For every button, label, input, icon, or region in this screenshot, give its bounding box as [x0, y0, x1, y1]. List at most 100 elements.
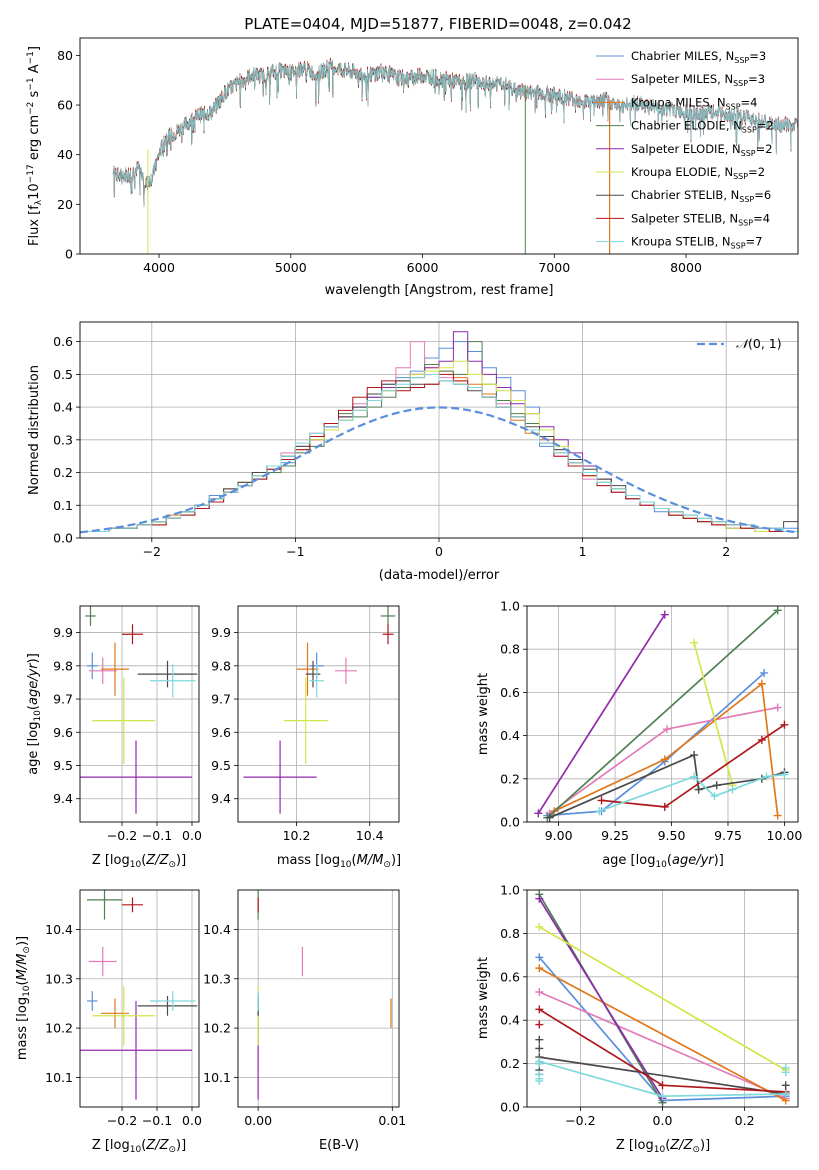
data-marker — [762, 772, 771, 781]
x-tick-label: −0.2 — [107, 1113, 137, 1128]
errorbar-kroupa-stelib — [150, 991, 196, 1011]
series-line — [538, 926, 787, 1071]
label-part: 10 — [27, 183, 42, 200]
y-tick-label: 10.1 — [203, 1070, 231, 1085]
label-part: =4 — [741, 95, 758, 109]
y-tick-label: 9.4 — [211, 791, 231, 806]
x-tick-label: −2 — [143, 544, 161, 559]
x-axis-label: E(B-V) — [319, 1138, 359, 1153]
errorbar-salpeter-miles — [334, 657, 357, 685]
y-tick-label: 0.8 — [500, 642, 520, 657]
label-part: ( — [141, 853, 146, 868]
y-tick-label: 80 — [57, 48, 73, 63]
series-line — [693, 642, 734, 786]
ticks: −0.2 −0.1 0.0 9.4 9.5 9.6 9.7 9.8 9.9 — [53, 625, 202, 843]
data-marker — [773, 703, 782, 712]
y-tick-label: 0.0 — [500, 1100, 520, 1115]
label-part: ( — [667, 853, 672, 868]
series-line — [538, 991, 787, 1100]
label-part: 10 — [130, 1145, 142, 1155]
label-part: Z/Z — [145, 1138, 169, 1153]
label-part: =7 — [746, 235, 763, 249]
label-part: ⊙ — [383, 860, 391, 870]
errorbar-salpeter-stelib — [122, 624, 143, 645]
y-tick-label: 10.2 — [45, 1021, 73, 1036]
data-marker — [780, 720, 789, 729]
label-part: wavelength [Angstrom, rest frame] — [325, 283, 554, 298]
label-part: ( — [665, 1138, 670, 1153]
label-part: 10 — [33, 710, 43, 722]
data-marker — [535, 1020, 544, 1029]
data-marker — [535, 987, 544, 996]
x-tick-label: 0.01 — [378, 1113, 406, 1128]
label-part: Kroupa STELIB, N — [631, 235, 731, 249]
label-part: 10 — [22, 985, 32, 997]
errorbar-chabrier-elodie — [85, 606, 96, 626]
label-part: s — [27, 90, 42, 101]
x-tick-label: 10.4 — [356, 828, 384, 843]
errorbar-chabrier-elodie — [87, 890, 122, 920]
x-tick-label: 0 — [435, 544, 443, 559]
series-line — [546, 609, 779, 819]
plot-area — [534, 606, 789, 822]
plot-area — [80, 606, 198, 814]
series-kroupa-miles — [535, 964, 790, 1105]
y-tick-label: 60 — [57, 98, 73, 113]
y-tick-label: 0.6 — [53, 334, 73, 349]
label-part: =3 — [749, 49, 766, 63]
label-part: =2 — [757, 119, 774, 133]
x-tick-label: 9.25 — [601, 828, 629, 843]
label-part: ] — [27, 46, 42, 51]
data-marker — [535, 953, 544, 962]
x-axis-label: Z [log10(Z/Z⊙)] — [92, 1138, 186, 1155]
label-part: Flux [f — [27, 205, 42, 246]
plot-area — [243, 606, 396, 814]
y-tick-label: 10.3 — [203, 971, 231, 986]
data-marker — [728, 785, 737, 794]
y-tick-label: 1.0 — [500, 883, 520, 898]
label-part: 10 — [655, 860, 667, 870]
y-axis-label: Normed distribution — [27, 365, 42, 495]
label-part: )] — [176, 853, 186, 868]
ticks: −2 −1 0 1 2 0.0 0.1 0.2 0.3 0.4 0.5 0.6 — [53, 334, 730, 559]
x-tick-label: 9.50 — [658, 828, 686, 843]
x-tick-label: 6000 — [407, 260, 439, 275]
y-axis-label: mass weight — [476, 957, 491, 1039]
data-marker — [781, 1089, 790, 1098]
data-marker — [535, 964, 544, 973]
label-part: age/yr — [672, 853, 715, 868]
data-marker — [535, 1044, 544, 1053]
data-marker — [535, 1005, 544, 1014]
plot-area — [80, 890, 198, 1100]
x-axis-label: (data-model)/error — [379, 568, 500, 583]
label-part: Chabrier ELODIE, N — [631, 119, 742, 133]
label-part: SSP — [742, 126, 757, 135]
y-tick-label: 0.4 — [500, 1013, 520, 1028]
label-part: A — [27, 64, 42, 77]
axes-frame — [79, 605, 200, 823]
errorbar-chabrier-stelib — [137, 660, 198, 688]
y-tick-label: 10.1 — [45, 1070, 73, 1085]
label-part: =2 — [756, 142, 773, 156]
ticks: −0.2 −0.1 0.0 10.1 10.2 10.3 10.4 — [45, 922, 202, 1128]
x-tick-label: 0.2 — [735, 1113, 755, 1128]
label-part: )] — [15, 936, 30, 946]
x-tick-label: 5000 — [275, 260, 307, 275]
y-tick-label: 0.4 — [53, 400, 73, 415]
x-tick-label: 9.75 — [714, 828, 742, 843]
series-kroupa-miles — [550, 679, 782, 820]
series-line — [599, 773, 785, 812]
ticks: −0.2 0.0 0.2 0.0 0.2 0.4 0.6 0.8 1.0 — [500, 883, 754, 1129]
panel-mass_vs_ebv: 0.00 0.01 10.1 10.2 10.3 10.4 E(B-V) — [203, 889, 406, 1153]
panel-mass_vs_Z: −0.2 −0.1 0.010.110.210.310.4Z [log10(Z/Z⊙… — [15, 889, 202, 1155]
x-axis-label: age [log10(age/yr)] — [602, 853, 724, 870]
plot-area — [257, 890, 392, 1100]
page-title: PLATE=0404, MJD=51877, FIBERID=0048, z=0… — [244, 15, 631, 33]
label-part: )] — [714, 853, 724, 868]
label-part: age [log — [602, 853, 655, 868]
data-marker — [545, 813, 554, 822]
x-axis-label: mass [log10(M/M⊙)] — [277, 853, 401, 870]
y-axis-label: mass [log10(M/M⊙)] — [15, 936, 32, 1060]
